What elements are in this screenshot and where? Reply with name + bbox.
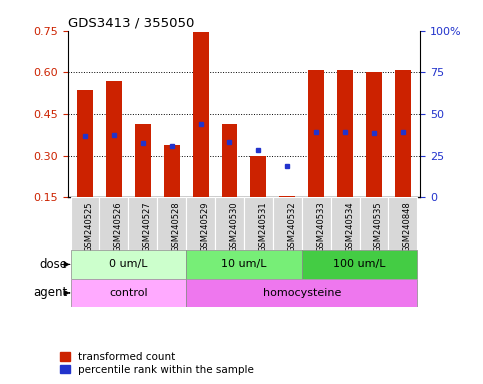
FancyBboxPatch shape bbox=[359, 197, 388, 250]
FancyBboxPatch shape bbox=[302, 250, 417, 279]
Bar bbox=[193, 32, 209, 197]
FancyBboxPatch shape bbox=[71, 197, 99, 250]
FancyBboxPatch shape bbox=[388, 197, 417, 250]
Text: GSM240527: GSM240527 bbox=[143, 202, 152, 252]
Text: control: control bbox=[109, 288, 148, 298]
FancyBboxPatch shape bbox=[331, 197, 359, 250]
Text: agent: agent bbox=[33, 286, 67, 300]
FancyBboxPatch shape bbox=[71, 250, 186, 279]
Text: GSM240532: GSM240532 bbox=[287, 202, 296, 252]
Bar bbox=[164, 145, 180, 197]
FancyBboxPatch shape bbox=[215, 197, 244, 250]
FancyBboxPatch shape bbox=[186, 197, 215, 250]
Text: GSM240525: GSM240525 bbox=[85, 202, 94, 252]
Text: GDS3413 / 355050: GDS3413 / 355050 bbox=[68, 17, 194, 30]
Text: 100 um/L: 100 um/L bbox=[333, 260, 386, 270]
Bar bbox=[308, 70, 324, 197]
FancyBboxPatch shape bbox=[244, 197, 273, 250]
Text: GSM240529: GSM240529 bbox=[200, 202, 210, 252]
Bar bbox=[395, 70, 411, 197]
Bar bbox=[366, 73, 382, 197]
Text: 0 um/L: 0 um/L bbox=[109, 260, 148, 270]
Text: GSM240535: GSM240535 bbox=[374, 202, 383, 252]
Bar bbox=[250, 156, 266, 197]
Text: GSM240528: GSM240528 bbox=[171, 202, 181, 252]
FancyBboxPatch shape bbox=[273, 197, 302, 250]
Text: homocysteine: homocysteine bbox=[263, 288, 341, 298]
Bar bbox=[337, 70, 353, 197]
Bar bbox=[77, 91, 93, 197]
Text: GSM240530: GSM240530 bbox=[229, 202, 239, 252]
FancyBboxPatch shape bbox=[71, 279, 186, 307]
FancyBboxPatch shape bbox=[302, 197, 331, 250]
FancyBboxPatch shape bbox=[186, 250, 302, 279]
Text: GSM240531: GSM240531 bbox=[258, 202, 268, 252]
Text: GSM240533: GSM240533 bbox=[316, 202, 325, 252]
Bar bbox=[222, 124, 238, 197]
Bar bbox=[106, 81, 122, 197]
Bar bbox=[279, 196, 295, 197]
FancyBboxPatch shape bbox=[186, 279, 417, 307]
Text: dose: dose bbox=[39, 258, 67, 271]
Legend: transformed count, percentile rank within the sample: transformed count, percentile rank withi… bbox=[58, 350, 256, 377]
Bar bbox=[135, 124, 151, 197]
Text: GSM240526: GSM240526 bbox=[114, 202, 123, 252]
FancyBboxPatch shape bbox=[157, 197, 186, 250]
Text: 10 um/L: 10 um/L bbox=[221, 260, 267, 270]
Text: GSM240534: GSM240534 bbox=[345, 202, 354, 252]
FancyBboxPatch shape bbox=[99, 197, 128, 250]
Text: GSM240848: GSM240848 bbox=[403, 202, 412, 252]
FancyBboxPatch shape bbox=[128, 197, 157, 250]
